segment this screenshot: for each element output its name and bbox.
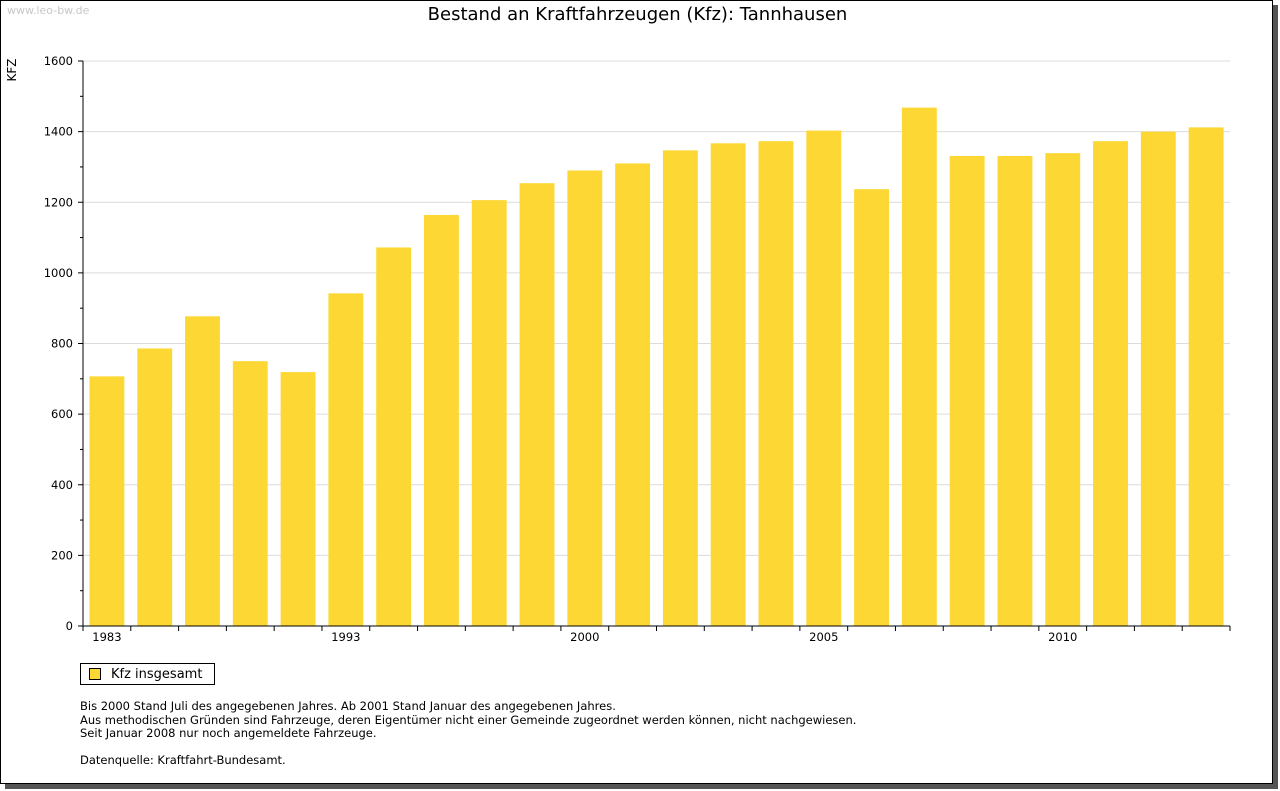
bar <box>1045 153 1081 626</box>
bar <box>901 107 937 627</box>
y-tick-label: 200 <box>51 548 73 562</box>
y-tick-label: 600 <box>51 407 73 421</box>
bar <box>567 170 603 626</box>
bar <box>471 200 507 626</box>
bar <box>1140 131 1176 626</box>
x-tick-label: 2000 <box>570 630 599 644</box>
footnote-line: Seit Januar 2008 nur noch angemeldete Fa… <box>80 726 377 740</box>
y-tick-label: 1200 <box>44 195 73 209</box>
bar <box>854 189 890 626</box>
bar <box>519 183 555 626</box>
y-tick-label: 1400 <box>44 125 73 139</box>
legend-label: Kfz insgesamt <box>111 666 203 682</box>
bar <box>423 214 459 626</box>
axes: 0 200 400 600 800 1000 1200 1400 1600 1983 1993 200… <box>44 54 1231 644</box>
bar <box>1188 127 1224 626</box>
y-axis-label: KFZ <box>5 59 19 82</box>
chart-title: Bestand an Kraftfahrzeugen (Kfz): Tannha… <box>427 4 848 25</box>
y-tick-label: 1600 <box>44 54 73 68</box>
grid-lines <box>83 60 1230 556</box>
y-tick-label: 1000 <box>44 266 73 280</box>
data-source: Datenquelle: Kraftfahrt-Bundesamt. <box>80 752 286 767</box>
footnotes: Bis 2000 Stand Juli des angegebenen Jahr… <box>80 699 857 767</box>
bar <box>376 247 412 626</box>
y-tick-label: 800 <box>51 337 73 351</box>
bar <box>232 361 268 626</box>
bar <box>328 293 364 626</box>
bar <box>662 150 698 626</box>
bar <box>997 155 1033 626</box>
bar <box>806 130 842 627</box>
bar <box>949 155 985 626</box>
bar <box>137 348 173 626</box>
bar <box>758 141 794 627</box>
x-tick-label: 2010 <box>1048 630 1077 644</box>
bar <box>185 316 220 626</box>
bar <box>615 163 651 626</box>
y-tick-label: 400 <box>51 478 73 492</box>
watermark: www.leo-bw.de <box>7 4 90 17</box>
legend: Kfz insgesamt <box>80 663 216 685</box>
x-tick-label: 2005 <box>809 630 838 644</box>
bar <box>1093 141 1128 627</box>
bar <box>89 376 125 626</box>
footnote-line: Bis 2000 Stand Juli des angegebenen Jahr… <box>80 699 616 713</box>
x-tick-label: 1983 <box>92 630 121 644</box>
bar <box>280 372 316 626</box>
footnote-line: Aus methodischen Gründen sind Fahrzeuge,… <box>80 712 857 727</box>
x-tick-label: 1993 <box>331 630 360 644</box>
bars <box>89 107 1224 627</box>
bar <box>710 143 746 626</box>
y-tick-label: 0 <box>66 619 73 633</box>
legend-swatch <box>89 668 101 680</box>
